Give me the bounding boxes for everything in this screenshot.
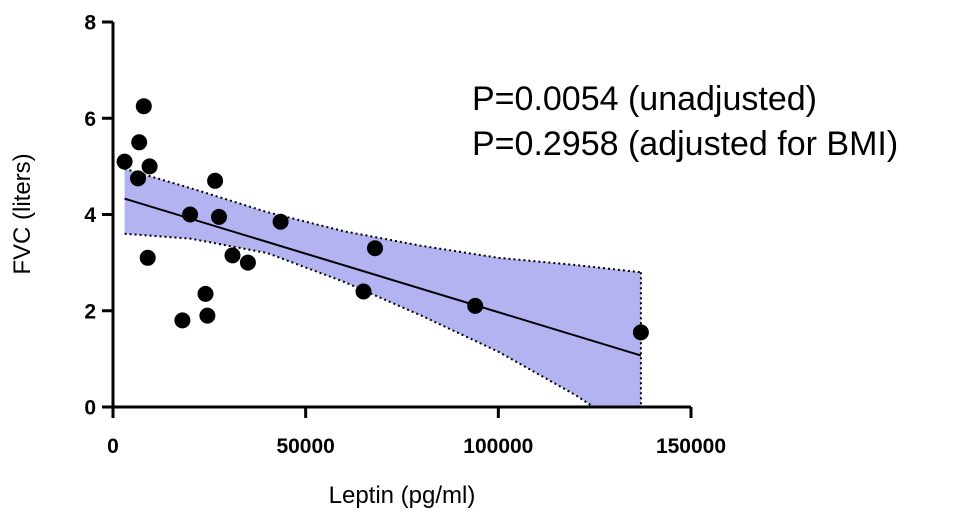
y-tick-label: 6 [84, 108, 96, 131]
data-point [224, 247, 241, 264]
data-point [211, 208, 227, 225]
y-tick-label: 0 [84, 397, 96, 420]
p-value-unadjusted: P=0.0054 (unadjusted) [472, 80, 817, 118]
data-point [135, 98, 152, 115]
data-point [467, 297, 484, 314]
data-point [182, 206, 199, 223]
y-axis-title: FVC (liters) [9, 153, 36, 274]
data-point [139, 249, 156, 266]
band-upper-boundary [124, 167, 642, 274]
data-point [197, 285, 214, 302]
data-point [272, 213, 289, 230]
y-tick-label: 4 [84, 204, 96, 227]
data-point [131, 134, 148, 151]
y-tick-label: 2 [84, 300, 96, 323]
x-tick-label: 100000 [463, 435, 533, 458]
x-axis-title: Leptin (pg/ml) [329, 482, 476, 509]
x-tick-label: 150000 [656, 435, 726, 458]
data-point [207, 172, 224, 189]
x-tick-label: 0 [107, 435, 119, 458]
p-value-adjusted: P=0.2958 (adjusted for BMI) [472, 125, 898, 163]
data-point [239, 254, 256, 271]
data-point [130, 170, 146, 187]
data-point [199, 307, 216, 324]
data-point [141, 158, 158, 175]
x-tick-label: 50000 [276, 435, 334, 458]
confidence-band [124, 168, 641, 407]
regression-line [124, 197, 642, 357]
data-point [355, 283, 372, 300]
data-point [116, 153, 133, 170]
data-point [632, 324, 649, 341]
data-point [174, 312, 191, 329]
data-point [367, 240, 383, 257]
y-tick-label: 8 [84, 12, 96, 35]
